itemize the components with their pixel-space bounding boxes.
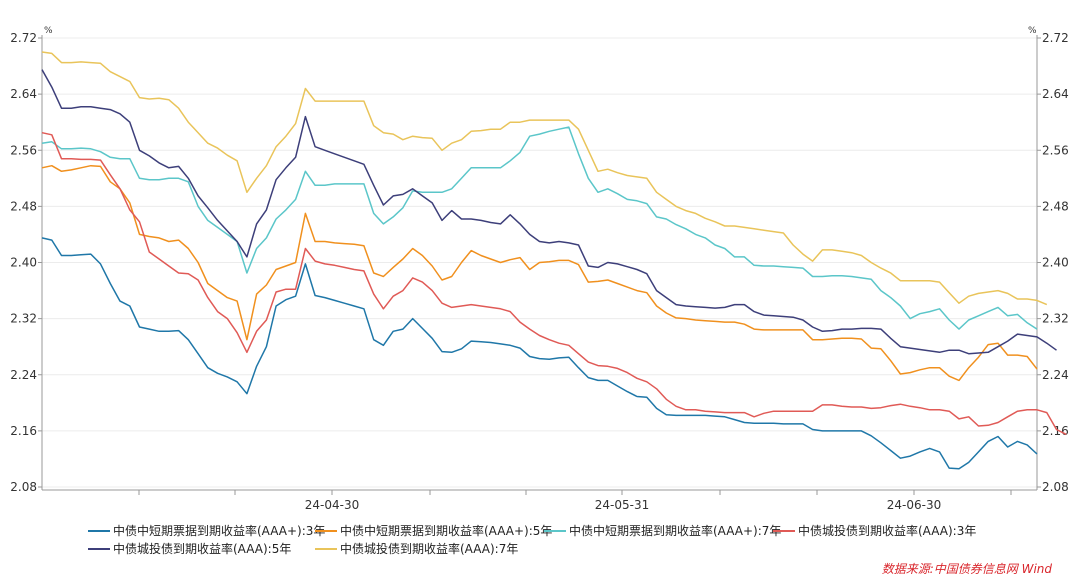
x-tick-labels: 24-04-30 24-05-31 24-06-30 xyxy=(138,490,1012,512)
series-line-3 xyxy=(41,126,1038,330)
y-tick-label-left: 2.24 xyxy=(10,368,37,382)
legend-label-1: 中债中短期票据到期收益率(AAA+):3年 xyxy=(113,523,325,538)
y-tick-label-right: 2.40 xyxy=(1042,256,1069,270)
series-line-2 xyxy=(41,164,1038,382)
y-tick-label-right: 2.16 xyxy=(1042,424,1069,438)
y-tick-label-right: 2.32 xyxy=(1042,312,1069,326)
y-tick-label-left: 2.40 xyxy=(10,256,37,270)
x-tick-label: 24-04-30 xyxy=(305,498,359,512)
axes: % % xyxy=(41,26,1038,491)
y-tick-label-left: 2.32 xyxy=(10,312,37,326)
series-line-6 xyxy=(41,51,1048,306)
y-tick-labels-left: 2.08 2.16 2.24 2.32 2.40 2.48 2.56 2.64 2.72 xyxy=(10,31,37,494)
y-tick-label-right: 2.64 xyxy=(1042,87,1069,101)
y-tick-label-left: 2.16 xyxy=(10,424,37,438)
x-tick-label: 24-06-30 xyxy=(887,498,941,512)
y-tick-label-right: 2.24 xyxy=(1042,368,1069,382)
y-tick-label-left: 2.72 xyxy=(10,31,37,45)
series-line-1 xyxy=(41,237,1038,470)
legend-label-2: 中债中短期票据到期收益率(AAA+):5年 xyxy=(340,523,552,538)
y-tick-label-left: 2.64 xyxy=(10,87,37,101)
y-unit-left: % xyxy=(44,26,53,36)
series-lines xyxy=(41,51,1067,470)
y-tick-label-right: 2.48 xyxy=(1042,199,1069,213)
data-source: 数据来源:中国债券信息网 Wind xyxy=(882,562,1053,576)
y-tick-label-left: 2.56 xyxy=(10,143,37,157)
x-tick-label: 24-05-31 xyxy=(595,498,649,512)
y-unit-right: % xyxy=(1028,26,1037,36)
y-tick-label-right: 2.56 xyxy=(1042,143,1069,157)
y-tick-label-left: 2.48 xyxy=(10,199,37,213)
legend-label-5: 中债城投债到期收益率(AAA):5年 xyxy=(113,541,291,556)
legend-label-6: 中债城投债到期收益率(AAA):7年 xyxy=(340,541,518,556)
y-tick-label-right: 2.72 xyxy=(1042,31,1069,45)
y-tick-label-right: 2.08 xyxy=(1042,480,1069,494)
legend-label-3: 中债中短期票据到期收益率(AAA+):7年 xyxy=(569,523,781,538)
y-tick-labels-right: 2.08 2.16 2.24 2.32 2.40 2.48 2.56 2.64 2.72 xyxy=(1042,31,1069,494)
series-line-4 xyxy=(41,131,1067,436)
legend: 中债中短期票据到期收益率(AAA+):3年 中债中短期票据到期收益率(AAA+):… xyxy=(88,523,976,556)
series-line-5 xyxy=(41,69,1057,355)
legend-label-4: 中债城投债到期收益率(AAA):3年 xyxy=(798,523,976,538)
y-tick-label-left: 2.08 xyxy=(10,480,37,494)
